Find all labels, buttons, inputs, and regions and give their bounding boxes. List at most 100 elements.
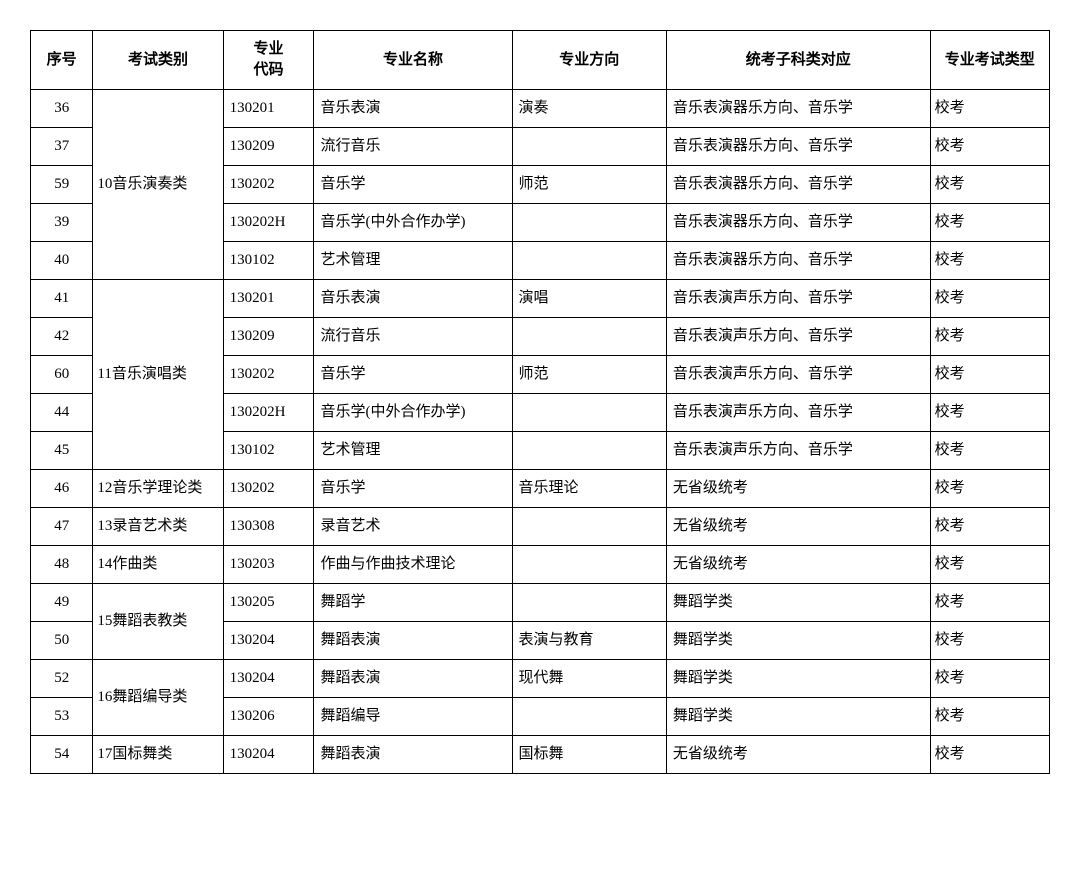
cell-examtype: 校考 (930, 280, 1049, 318)
cell-code: 130308 (223, 508, 314, 546)
cell-examtype: 校考 (930, 242, 1049, 280)
cell-category: 15舞蹈表教类 (93, 584, 223, 660)
cell-examtype: 校考 (930, 318, 1049, 356)
cell-direction: 演奏 (512, 90, 666, 128)
cell-seq: 37 (31, 128, 93, 166)
cell-subject: 音乐表演声乐方向、音乐学 (666, 432, 930, 470)
cell-name: 音乐表演 (314, 90, 512, 128)
cell-name: 音乐学 (314, 166, 512, 204)
cell-subject: 无省级统考 (666, 546, 930, 584)
table-row: 4612音乐学理论类130202音乐学音乐理论无省级统考校考 (31, 470, 1050, 508)
cell-name: 音乐学(中外合作办学) (314, 394, 512, 432)
cell-code: 130206 (223, 698, 314, 736)
table-header-row: 序号 考试类别 专业 代码 专业名称 专业方向 统考子科类对应 专业考试类型 (31, 31, 1050, 90)
cell-name: 流行音乐 (314, 318, 512, 356)
cell-direction: 演唱 (512, 280, 666, 318)
cell-direction (512, 546, 666, 584)
cell-examtype: 校考 (930, 166, 1049, 204)
cell-code: 130102 (223, 432, 314, 470)
cell-name: 舞蹈表演 (314, 622, 512, 660)
cell-name: 音乐表演 (314, 280, 512, 318)
cell-code: 130204 (223, 622, 314, 660)
cell-direction (512, 394, 666, 432)
cell-subject: 音乐表演声乐方向、音乐学 (666, 318, 930, 356)
cell-subject: 无省级统考 (666, 736, 930, 774)
cell-direction (512, 508, 666, 546)
header-examtype: 专业考试类型 (930, 31, 1049, 90)
cell-code: 130209 (223, 128, 314, 166)
cell-category: 12音乐学理论类 (93, 470, 223, 508)
cell-seq: 52 (31, 660, 93, 698)
cell-direction: 表演与教育 (512, 622, 666, 660)
cell-direction: 现代舞 (512, 660, 666, 698)
cell-name: 艺术管理 (314, 242, 512, 280)
cell-seq: 41 (31, 280, 93, 318)
cell-subject: 舞蹈学类 (666, 622, 930, 660)
cell-seq: 44 (31, 394, 93, 432)
cell-examtype: 校考 (930, 546, 1049, 584)
cell-examtype: 校考 (930, 90, 1049, 128)
cell-category: 11音乐演唱类 (93, 280, 223, 470)
table-row: 5216舞蹈编导类130204舞蹈表演现代舞舞蹈学类校考 (31, 660, 1050, 698)
cell-subject: 音乐表演器乐方向、音乐学 (666, 128, 930, 166)
cell-code: 130205 (223, 584, 314, 622)
cell-code: 130202 (223, 470, 314, 508)
cell-seq: 46 (31, 470, 93, 508)
cell-name: 艺术管理 (314, 432, 512, 470)
cell-direction: 国标舞 (512, 736, 666, 774)
cell-seq: 49 (31, 584, 93, 622)
cell-examtype: 校考 (930, 356, 1049, 394)
cell-subject: 音乐表演器乐方向、音乐学 (666, 204, 930, 242)
cell-seq: 48 (31, 546, 93, 584)
table-row: 3610音乐演奏类130201音乐表演演奏音乐表演器乐方向、音乐学校考 (31, 90, 1050, 128)
cell-direction (512, 584, 666, 622)
table-row: 4713录音艺术类130308录音艺术 无省级统考校考 (31, 508, 1050, 546)
cell-name: 流行音乐 (314, 128, 512, 166)
cell-examtype: 校考 (930, 622, 1049, 660)
cell-subject: 舞蹈学类 (666, 584, 930, 622)
cell-examtype: 校考 (930, 470, 1049, 508)
cell-direction: 音乐理论 (512, 470, 666, 508)
header-seq: 序号 (31, 31, 93, 90)
header-code: 专业 代码 (223, 31, 314, 90)
cell-examtype: 校考 (930, 508, 1049, 546)
cell-name: 音乐学 (314, 356, 512, 394)
cell-name: 舞蹈表演 (314, 660, 512, 698)
cell-code: 130202 (223, 356, 314, 394)
cell-subject: 无省级统考 (666, 508, 930, 546)
cell-examtype: 校考 (930, 660, 1049, 698)
cell-direction (512, 204, 666, 242)
cell-code: 130204 (223, 660, 314, 698)
cell-name: 舞蹈编导 (314, 698, 512, 736)
cell-seq: 40 (31, 242, 93, 280)
cell-subject: 舞蹈学类 (666, 698, 930, 736)
cell-code: 130102 (223, 242, 314, 280)
cell-name: 舞蹈学 (314, 584, 512, 622)
cell-name: 录音艺术 (314, 508, 512, 546)
cell-subject: 音乐表演声乐方向、音乐学 (666, 394, 930, 432)
cell-direction: 师范 (512, 166, 666, 204)
cell-seq: 36 (31, 90, 93, 128)
cell-subject: 无省级统考 (666, 470, 930, 508)
cell-seq: 60 (31, 356, 93, 394)
header-category: 考试类别 (93, 31, 223, 90)
cell-code: 130209 (223, 318, 314, 356)
table-row: 5417国标舞类130204舞蹈表演国标舞无省级统考校考 (31, 736, 1050, 774)
cell-examtype: 校考 (930, 128, 1049, 166)
cell-examtype: 校考 (930, 204, 1049, 242)
cell-subject: 音乐表演声乐方向、音乐学 (666, 280, 930, 318)
cell-direction (512, 318, 666, 356)
cell-seq: 47 (31, 508, 93, 546)
cell-seq: 39 (31, 204, 93, 242)
cell-category: 13录音艺术类 (93, 508, 223, 546)
cell-seq: 50 (31, 622, 93, 660)
cell-name: 作曲与作曲技术理论 (314, 546, 512, 584)
cell-name: 音乐学 (314, 470, 512, 508)
cell-code: 130201 (223, 90, 314, 128)
cell-examtype: 校考 (930, 698, 1049, 736)
cell-examtype: 校考 (930, 394, 1049, 432)
cell-direction (512, 432, 666, 470)
cell-direction: 师范 (512, 356, 666, 394)
cell-category: 10音乐演奏类 (93, 90, 223, 280)
majors-table: 序号 考试类别 专业 代码 专业名称 专业方向 统考子科类对应 专业考试类型 3… (30, 30, 1050, 774)
